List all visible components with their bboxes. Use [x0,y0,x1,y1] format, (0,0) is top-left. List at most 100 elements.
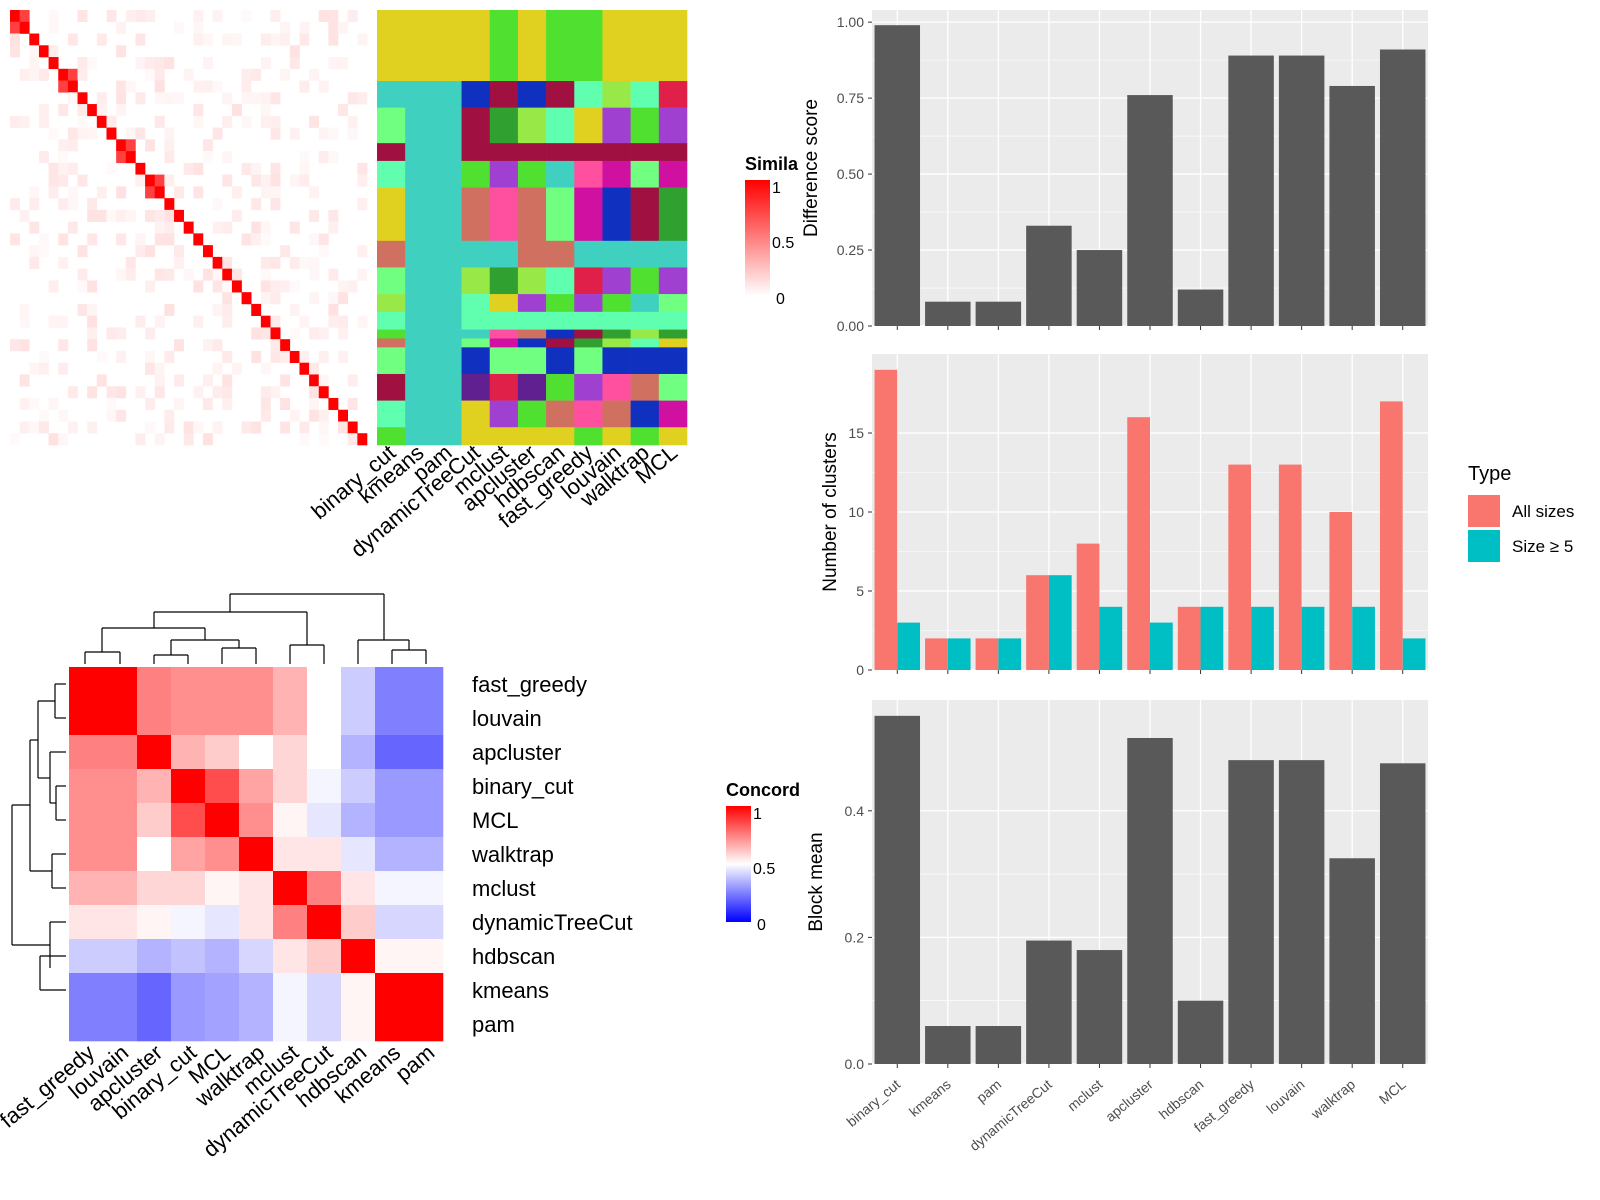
annotation-cell [433,400,462,428]
legend-key-size-ge-5 [1468,530,1500,562]
similarity-cell [260,362,271,375]
similarity-cell [174,92,184,105]
bar-All sizes [1076,543,1100,670]
bar-walktrap [1329,85,1375,326]
similarity-cell [241,80,252,93]
bar-Size ≥ 5 [1352,606,1375,670]
similarity-cell [347,433,358,446]
similarity-cell [116,350,127,364]
annotation-cell [405,427,434,446]
row-label-dynamicTreeCut: dynamicTreeCut [472,910,633,935]
similarity-cell [202,33,213,46]
annotation-cell [405,187,434,242]
annotation-cell [489,81,519,108]
similarity-cell [260,115,271,128]
bar-Size ≥ 5 [1099,606,1123,670]
annotation-cell [377,187,406,242]
similarity-cell [357,92,368,105]
similarity-cell [241,115,252,128]
similarity-cell [58,80,69,93]
similarity-cell [202,80,213,93]
similarity-cell [164,350,175,364]
similarity-cell [67,139,78,152]
bar-binary_cut [874,25,921,326]
annotation-cell [658,81,688,108]
annotation-cell [433,294,462,313]
similarity-cell [347,421,358,434]
similarity-cell [10,10,20,23]
annotation-cell [377,160,406,188]
similarity-legend-bar [745,180,770,296]
similarity-cell [77,280,88,293]
annotation-cell [489,143,519,162]
annotation-cell [630,240,660,268]
annotation-cell [433,267,462,295]
similarity-cell [270,198,281,211]
similarity-cell [67,186,78,199]
number-of-clusters-chart: 0 5 10 15 Number of clusters [820,354,1428,678]
bar-kmeans [925,1026,971,1064]
similarity-cell [164,151,175,164]
similarity-cell [154,233,165,246]
similarity-cell [328,151,339,164]
bar-Size ≥ 5 [1301,606,1325,670]
concordance-cell [205,803,240,838]
concordance-cell [341,667,376,702]
annotation-cell [602,294,631,313]
concordance-cell [273,837,308,872]
annotation-cell [602,347,631,375]
similarity-cell [202,339,213,352]
similarity-cell [154,115,165,128]
concordance-cell [409,735,444,770]
similarity-cell [231,209,242,222]
similarity-cell [48,45,59,58]
similarity-cell [338,421,348,434]
similarity-cell [154,386,165,399]
similarity-cell [19,68,30,81]
concordance-cell [171,803,206,838]
similarity-cell [183,221,194,234]
annotation-cell [405,267,434,295]
annotation-cell [517,311,547,330]
similarity-cell [154,433,165,446]
annotation-cell [630,81,660,108]
annotation-cell [489,373,519,401]
annotation-cell [377,338,406,348]
similarity-cell [260,280,271,293]
similarity-cell [58,104,69,117]
similarity-cell [289,221,300,234]
annotation-cell [405,81,434,108]
similarity-cell [58,339,69,352]
similarity-cell [154,80,165,93]
similarity-cell [289,350,300,364]
concordance-cell [341,837,376,872]
similarity-cell [19,303,30,316]
annotation-cell [574,81,603,108]
similarity-cell [154,362,165,375]
similarity-cell [38,45,49,58]
concordance-cell [205,837,240,872]
concordance-legend-tick-05: 0.5 [753,861,775,878]
annotation-cell [377,427,406,446]
concordance-cell [409,905,444,940]
annotation-column-labels: binary_cutkmeanspamdynamicTreeCutmclusta… [306,440,682,562]
concordance-cell [69,905,104,940]
similarity-cell [338,315,348,328]
similarity-cell [48,162,59,175]
annotation-cell [461,294,491,313]
similarity-cell [251,303,262,316]
similarity-cell [77,10,88,23]
similarity-cell [309,186,320,199]
row-label-apcluster: apcluster [472,740,561,765]
annotation-cell [630,338,660,348]
bar-binary_cut [874,715,921,1064]
annotation-cell [433,338,462,348]
concordance-cell [239,701,274,736]
similarity-cell [29,362,40,375]
similarity-cell [77,303,88,316]
concordance-cell [273,871,308,906]
similarity-cell [10,21,20,34]
similarity-cell [328,268,339,281]
similarity-cell [106,397,117,411]
